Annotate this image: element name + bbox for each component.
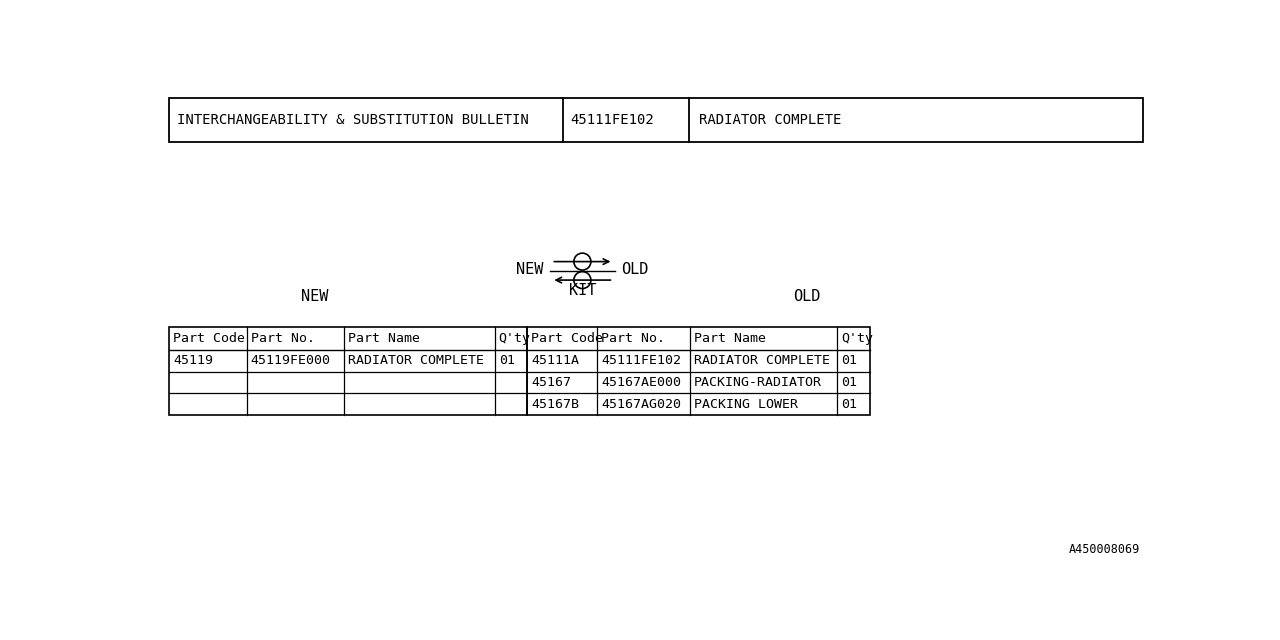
- Text: Part Name: Part Name: [348, 332, 420, 345]
- Text: PACKING-RADIATOR: PACKING-RADIATOR: [694, 376, 822, 389]
- Text: 01: 01: [841, 376, 858, 389]
- Text: Part No.: Part No.: [602, 332, 666, 345]
- Text: Part No.: Part No.: [251, 332, 315, 345]
- Text: RADIATOR COMPLETE: RADIATOR COMPLETE: [348, 355, 484, 367]
- Text: KIT: KIT: [568, 283, 596, 298]
- Text: 45111FE102: 45111FE102: [571, 113, 654, 127]
- Text: A450008069: A450008069: [1069, 543, 1140, 556]
- Text: Part Code: Part Code: [531, 332, 603, 345]
- Bar: [527, 327, 870, 415]
- Text: NEW: NEW: [301, 289, 329, 304]
- Text: Q'ty: Q'ty: [499, 332, 531, 345]
- Text: Part Name: Part Name: [694, 332, 765, 345]
- Text: INTERCHANGEABILITY & SUBSTITUTION BULLETIN: INTERCHANGEABILITY & SUBSTITUTION BULLET…: [177, 113, 529, 127]
- Text: 01: 01: [841, 397, 858, 410]
- Text: RADIATOR COMPLETE: RADIATOR COMPLETE: [699, 113, 842, 127]
- Text: 45111FE102: 45111FE102: [602, 355, 681, 367]
- Text: NEW: NEW: [516, 262, 544, 276]
- Text: Part Code: Part Code: [173, 332, 246, 345]
- Text: OLD: OLD: [794, 289, 820, 304]
- Text: 45111A: 45111A: [531, 355, 580, 367]
- Text: 45167: 45167: [531, 376, 571, 389]
- Text: 45119: 45119: [173, 355, 214, 367]
- Text: 45119FE000: 45119FE000: [251, 355, 330, 367]
- Text: 01: 01: [841, 355, 858, 367]
- Text: PACKING LOWER: PACKING LOWER: [694, 397, 797, 410]
- Text: 45167AE000: 45167AE000: [602, 376, 681, 389]
- Bar: [169, 97, 1143, 142]
- Text: Q'ty: Q'ty: [841, 332, 873, 345]
- Text: OLD: OLD: [621, 262, 649, 276]
- Text: 01: 01: [499, 355, 515, 367]
- Text: 45167B: 45167B: [531, 397, 580, 410]
- Text: RADIATOR COMPLETE: RADIATOR COMPLETE: [694, 355, 829, 367]
- Bar: [169, 327, 527, 415]
- Text: 45167AG020: 45167AG020: [602, 397, 681, 410]
